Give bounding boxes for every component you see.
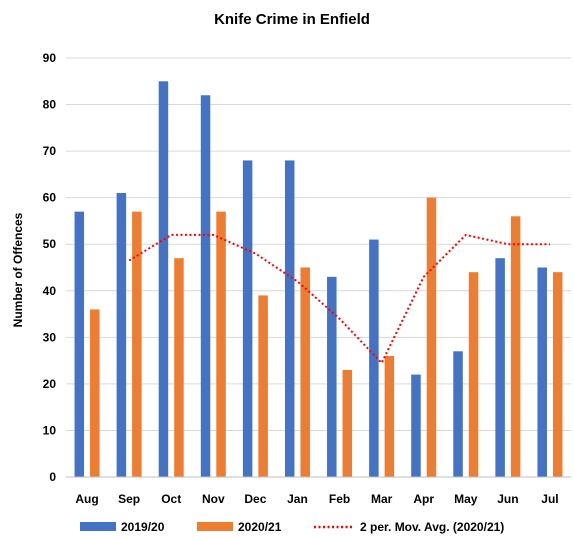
bar-2020-21-aug [90,309,100,477]
legend-label-2019-20: 2019/20 [121,520,165,534]
bar-2019-20-nov [200,95,211,477]
y-axis-label: Number of Offences [11,212,25,327]
y-tick-label-60: 60 [43,191,57,205]
y-tick-label-50: 50 [43,237,57,251]
legend-label-2020-21: 2020/21 [238,520,282,534]
bar-2019-20-aug [74,211,85,477]
bar-2019-20-jul [537,267,547,477]
bar-2020-21-jul [552,272,563,477]
bar-2020-21-apr [426,197,437,477]
bar-2019-20-feb [327,276,337,477]
bar-2020-21-feb [342,369,353,477]
bar-2020-21-jun [510,216,521,478]
bar-2020-21-sep [132,211,142,477]
bar-2020-21-jan [300,267,310,477]
x-tick-label-nov: Nov [202,492,225,506]
y-tick-label-40: 40 [43,284,57,298]
bar-2020-21-may [468,272,479,477]
x-tick-label-oct: Oct [161,492,181,506]
bar-2019-20-sep [116,193,127,477]
y-tick-label-70: 70 [43,144,57,158]
y-axis-ticks: 0 10 20 30 40 50 60 70 80 90 [43,51,57,484]
bar-2020-21-dec [258,295,268,477]
y-tick-label-10: 10 [43,423,57,437]
x-tick-label-may: May [454,492,478,506]
bar-2019-20-jan [284,160,295,477]
gridlines [66,57,571,431]
bar-2019-20-dec [242,160,253,477]
bar-2020-21-oct [174,258,184,477]
bar-2020-21-nov [216,211,226,477]
x-tick-label-dec: Dec [244,492,266,506]
y-tick-label-0: 0 [49,470,56,484]
y-tick-label-20: 20 [43,377,57,391]
x-axis-ticks: Aug Sep Oct Nov Dec Jan Feb Mar Apr May Jun Jul [75,492,558,506]
legend-label-moving-average: 2 per. Mov. Avg. (2020/21) [360,520,504,534]
y-tick-label-80: 80 [43,98,57,112]
legend-swatch-2020-21 [197,522,233,531]
bar-2019-20-apr [411,374,421,477]
x-tick-label-aug: Aug [75,492,98,506]
moving-average-polyline [128,233,550,365]
x-tick-label-apr: Apr [413,492,434,506]
moving-average-line [128,233,550,365]
y-tick-label-90: 90 [43,51,57,65]
legend: 2019/20 2020/21 2 per. Mov. Avg. (2020/2… [80,520,504,534]
chart-title: Knife Crime in Enfield [214,11,370,28]
y-tick-label-30: 30 [43,330,57,344]
x-tick-label-jun: Jun [497,492,518,506]
x-tick-label-feb: Feb [329,492,350,506]
bar-2019-20-may [453,351,463,477]
x-tick-label-sep: Sep [118,492,140,506]
x-tick-label-jan: Jan [287,492,308,506]
bars [74,81,563,478]
x-tick-label-jul: Jul [541,492,558,506]
bar-2019-20-jun [495,258,505,477]
bar-2020-21-mar [384,355,395,477]
bar-2019-20-oct [158,81,169,478]
x-tick-label-mar: Mar [371,492,393,506]
bar-2019-20-mar [369,239,379,477]
legend-swatch-2019-20 [80,522,116,531]
